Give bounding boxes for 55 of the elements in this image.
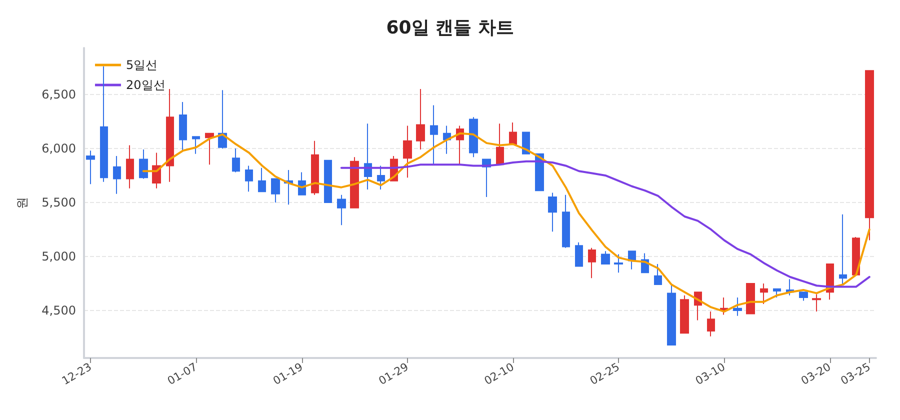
candlestick (364, 123, 372, 190)
candlestick (100, 66, 108, 182)
candlestick (839, 214, 847, 286)
line-series (142, 132, 870, 313)
y-tick-label: 4,500 (42, 303, 76, 318)
candlestick (760, 282, 768, 304)
candlestick (205, 132, 214, 166)
candlestick (192, 136, 200, 154)
candlestick (469, 116, 478, 158)
candlestick (179, 102, 187, 152)
y-tick-label: 6,500 (42, 87, 76, 102)
candlestick (403, 125, 412, 178)
candlestick (614, 254, 623, 274)
candlestick (654, 264, 662, 286)
candlestick (377, 165, 385, 190)
candlestick (852, 236, 860, 276)
candlestick (337, 194, 346, 226)
candlestick (166, 88, 174, 182)
candlestick (865, 70, 874, 241)
candlestick (680, 294, 689, 334)
candlestick (707, 311, 715, 337)
candlestick (350, 156, 359, 208)
candlestick (562, 194, 570, 248)
candlestick (311, 140, 319, 196)
candlestick (113, 156, 121, 194)
candlestick (416, 88, 425, 150)
y-tick-label: 5,000 (42, 249, 76, 264)
candlestick (258, 167, 266, 192)
chart-title: 60일 캔들 차트 (386, 18, 514, 38)
candlestick (139, 149, 148, 180)
candlestick (733, 297, 742, 316)
y-tick-label: 5,500 (42, 195, 76, 210)
legend-label: 5일선 (126, 58, 158, 72)
candlestick (324, 160, 332, 203)
candlestick (548, 192, 557, 232)
candlestick (126, 144, 134, 189)
candlestick (271, 178, 280, 203)
candlestick (601, 250, 610, 265)
candlestick (746, 282, 755, 314)
candlestick (773, 288, 781, 298)
candlestick (812, 294, 821, 312)
y-axis-title: 원 (15, 197, 29, 209)
candlestick (430, 104, 438, 166)
candlestick (509, 122, 517, 145)
y-tick-label: 6,000 (42, 141, 76, 156)
candlestick (575, 242, 583, 267)
line-series (340, 160, 870, 288)
candlestick (245, 165, 253, 192)
candlestick (667, 284, 676, 346)
legend-label: 20일선 (126, 78, 166, 92)
candlestick (86, 150, 95, 185)
candlestick (799, 292, 808, 302)
candlestick (232, 148, 240, 173)
candlestick (496, 123, 504, 166)
candlestick (588, 247, 596, 279)
